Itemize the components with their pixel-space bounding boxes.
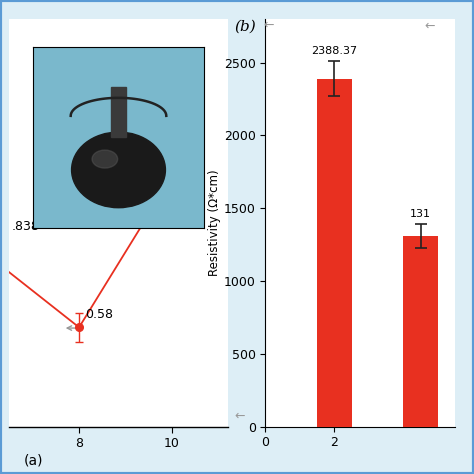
Ellipse shape xyxy=(72,132,165,208)
Text: .838: .838 xyxy=(12,220,40,233)
Bar xyxy=(111,87,126,137)
Ellipse shape xyxy=(92,150,118,168)
Bar xyxy=(403,236,438,427)
Text: ←: ← xyxy=(424,19,435,32)
Text: 131: 131 xyxy=(410,209,431,219)
Text: ←: ← xyxy=(235,410,245,422)
Y-axis label: Resistivity (Ω*cm): Resistivity (Ω*cm) xyxy=(208,170,221,276)
Bar xyxy=(317,79,352,427)
Text: 2388.37: 2388.37 xyxy=(311,46,357,56)
Text: (a): (a) xyxy=(24,454,43,467)
Text: 0.58: 0.58 xyxy=(85,309,113,321)
Text: (b): (b) xyxy=(235,20,256,34)
Text: ←: ← xyxy=(263,18,273,31)
Text: 1.005: 1.005 xyxy=(151,197,187,210)
